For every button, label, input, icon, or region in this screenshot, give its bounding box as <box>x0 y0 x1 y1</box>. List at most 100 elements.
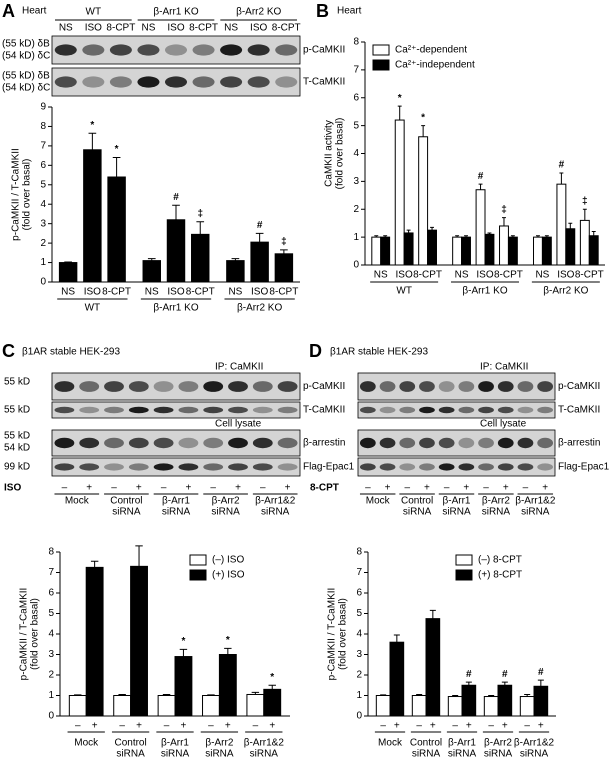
bar-label: + <box>430 721 436 732</box>
error-bar <box>429 609 436 619</box>
blot-band <box>478 437 494 449</box>
error-bar <box>64 261 72 263</box>
group-label: WT <box>396 286 412 297</box>
bar <box>556 183 567 266</box>
blot-band <box>104 381 124 392</box>
x-tick-label: Mock <box>74 738 99 749</box>
blot-band <box>228 406 248 414</box>
error-bar <box>452 695 459 697</box>
error-bar <box>430 226 434 231</box>
bar <box>497 684 513 717</box>
blot-label: Flag-Epac1 <box>558 462 610 473</box>
blot-band <box>54 44 77 56</box>
blot-band <box>379 381 396 392</box>
blot-band <box>497 406 514 414</box>
x-tick-label: 8-CPT <box>413 270 442 281</box>
blot-band <box>419 406 435 414</box>
bar <box>83 149 102 283</box>
blot-band <box>252 406 273 414</box>
blot-band <box>478 381 494 392</box>
bar <box>483 696 499 717</box>
blot-group-label: Control <box>110 496 142 507</box>
error-bar <box>465 681 472 686</box>
y-tick-label: 5 <box>48 608 54 619</box>
x-tick-label: 8-CPT <box>102 287 131 298</box>
blot-lane-label: – <box>483 483 489 494</box>
bar <box>452 236 463 266</box>
error-bar <box>88 132 97 150</box>
blot-band <box>419 437 435 449</box>
blot-group-label: siRNA <box>521 507 550 518</box>
blot-band <box>537 406 554 414</box>
x-tick-label: siRNA <box>205 749 234 760</box>
blot-band <box>164 44 188 56</box>
blot-lane-label: + <box>424 483 430 494</box>
blot-band <box>192 44 215 56</box>
x-tick-label: siRNA <box>161 749 190 760</box>
kd-label: (55 kD) δB <box>2 71 50 82</box>
bar <box>130 565 148 717</box>
blot-label: p-CaMKII <box>303 45 345 56</box>
blot-band <box>203 406 224 414</box>
y-tick-label: 6 <box>48 588 54 599</box>
error-bar <box>268 684 276 690</box>
bar-label: – <box>380 721 386 732</box>
blot-band <box>228 381 248 392</box>
error-bar <box>380 694 387 696</box>
significance-marker: ‡ <box>501 204 507 215</box>
blot-band <box>277 381 298 392</box>
blot-band <box>247 76 270 88</box>
blot-band <box>277 463 298 471</box>
blot-band <box>359 463 376 471</box>
blot-band <box>359 437 376 449</box>
blot-lane-label: – <box>444 483 450 494</box>
bar <box>274 253 294 283</box>
blot-band <box>478 406 494 414</box>
bar <box>461 684 477 717</box>
y-axis-label: (fold over basal) <box>335 118 346 190</box>
blot-lane-label: + <box>503 483 509 494</box>
blot-band <box>438 381 455 392</box>
blot-band <box>192 76 215 88</box>
error-bar <box>74 694 82 696</box>
y-tick-label: 0 <box>48 711 54 722</box>
blot-group-label: siRNA <box>261 507 290 518</box>
bar-label: + <box>92 721 98 732</box>
blot-band <box>153 406 174 414</box>
y-tick-label: 2 <box>353 204 359 215</box>
bar <box>250 241 269 283</box>
error-bar <box>501 681 508 686</box>
x-tick-label: ISO <box>396 270 413 281</box>
kd-label: (54 kD) δC <box>2 83 50 94</box>
blot-lane-label: 8-CPT <box>106 23 135 34</box>
error-bar <box>196 221 205 235</box>
y-tick-label: 0 <box>40 277 46 288</box>
blot-label: p-CaMKII <box>558 381 600 392</box>
error-bar <box>591 231 596 236</box>
blot-band <box>399 406 416 414</box>
bar-label: + <box>538 721 544 732</box>
blot-band <box>203 437 224 449</box>
blot-group-label: β-Arr1 <box>443 496 471 507</box>
y-tick-label: 8 <box>353 37 359 48</box>
blot-band <box>478 463 494 471</box>
blot-band <box>537 381 554 392</box>
blot-band <box>517 437 534 449</box>
blot-band <box>517 406 534 414</box>
blot-band <box>82 76 105 88</box>
bar-label: – <box>208 721 214 732</box>
blot-band <box>228 437 248 449</box>
bar-label: + <box>136 721 142 732</box>
blot-band <box>497 463 514 471</box>
error-bar <box>207 694 215 696</box>
blot-lane-label: – <box>161 483 167 494</box>
y-tick-label: 4 <box>356 629 362 640</box>
blot-group-label: β-Arr1&2 <box>255 496 296 507</box>
error-bar <box>464 235 468 238</box>
blot-label: T-CaMKII <box>303 77 345 88</box>
blot-band <box>379 437 396 449</box>
kd-label: 54 kD <box>4 443 30 454</box>
significance-marker: # <box>478 171 484 182</box>
blot-label: β-arrestin <box>303 438 345 449</box>
blot-band <box>104 463 124 471</box>
